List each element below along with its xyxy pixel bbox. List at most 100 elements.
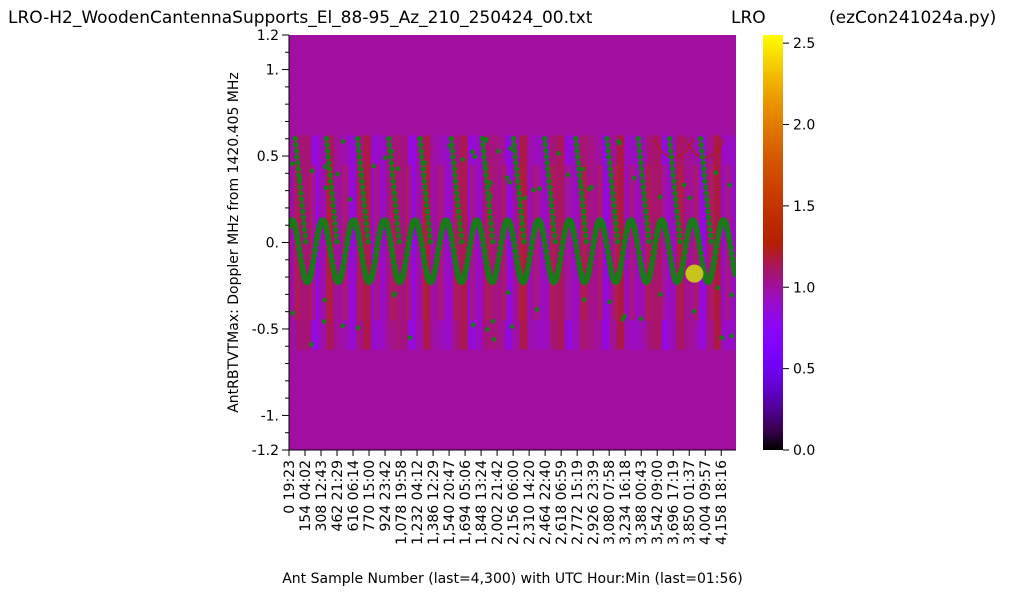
colorbar [763, 35, 783, 450]
trace-point [704, 202, 711, 209]
x-tick-label: 616 06:14 [346, 460, 362, 532]
trace-point [513, 160, 519, 166]
trace-point [357, 166, 364, 172]
trace-point [297, 257, 305, 264]
trace-point [447, 230, 455, 238]
trace-point [389, 166, 395, 172]
trace-point [560, 233, 568, 240]
x-tick-label: 2,310 14:20 [522, 460, 538, 545]
trace-point [647, 265, 655, 273]
x-axis-label: Ant Sample Number (last=4,300) with UTC … [282, 571, 743, 587]
trace-point [524, 266, 531, 274]
trace-point [642, 208, 649, 215]
trace-point [604, 248, 612, 256]
trace-point [588, 250, 596, 257]
heatmap-stripe [668, 135, 677, 350]
heatmap-stripe [482, 135, 491, 350]
trace-point [520, 226, 526, 233]
trace-point [702, 178, 708, 184]
heatmap-emission [517, 164, 524, 321]
trace-point [370, 267, 377, 275]
trace-outlier [729, 333, 734, 339]
trace-point [387, 154, 394, 160]
trace-point [370, 263, 378, 270]
trace-point [621, 238, 629, 245]
x-tick-label: 462 21:29 [330, 460, 346, 532]
trace-point [675, 220, 682, 227]
trace-point [606, 260, 614, 267]
heatmap-stripe [616, 135, 625, 350]
trace-point [426, 226, 433, 233]
trace-point [400, 267, 408, 275]
trace-outlier [589, 184, 594, 190]
heatmap-stripe [698, 135, 707, 350]
trace-point [294, 160, 301, 166]
trace-point [579, 202, 586, 209]
trace-point [420, 252, 427, 260]
trace-point [437, 234, 444, 241]
trace-point [433, 257, 441, 264]
trace-point [292, 135, 299, 142]
trace-point [357, 246, 365, 253]
trace-point [573, 135, 579, 142]
trace-point [326, 240, 333, 247]
chart-title-station: LRO [731, 8, 766, 28]
trace-point [489, 232, 496, 239]
heatmap-stripe [348, 135, 357, 350]
trace-point [605, 254, 613, 262]
trace-point [611, 208, 618, 215]
trace-point [514, 172, 521, 178]
trace-outlier [340, 323, 346, 329]
trace-point [392, 196, 398, 203]
trace-point [700, 166, 707, 172]
y-tick-label: 1. [266, 63, 279, 79]
y-tick-label: 1.2 [257, 28, 279, 44]
trace-point [390, 258, 397, 265]
heatmap-emission [533, 164, 540, 321]
trace-point [510, 236, 517, 243]
trace-point [641, 190, 647, 197]
trace-outlier [715, 285, 721, 291]
trace-point [424, 202, 430, 209]
trace-outlier [632, 175, 637, 181]
trace-point [386, 142, 393, 148]
trace-point [542, 242, 549, 249]
trace-outlier [719, 335, 725, 341]
trace-point [453, 190, 460, 197]
trace-outlier [472, 154, 478, 160]
trace-point [515, 184, 522, 190]
trace-point [669, 160, 675, 166]
heatmap-emission [309, 164, 316, 321]
trace-point [667, 148, 674, 154]
trace-point [513, 166, 520, 172]
trace-point [326, 246, 334, 253]
trace-outlier [713, 170, 719, 176]
x-tick-label: 924 23:42 [378, 460, 394, 532]
trace-point [450, 154, 456, 160]
trace-outlier [308, 342, 314, 347]
trace-point [479, 236, 486, 243]
heatmap-emission [485, 164, 492, 321]
trace-point [420, 166, 426, 172]
trace-outlier [422, 160, 428, 166]
trace-point [326, 166, 333, 172]
trace-point [494, 262, 501, 269]
trace-outlier [321, 319, 327, 324]
trace-point [300, 214, 307, 221]
trace-point [699, 154, 706, 160]
trace-point [699, 261, 706, 268]
trace-point [700, 160, 706, 166]
trace-point [574, 254, 582, 261]
trace-point [573, 142, 580, 148]
trace-point [393, 208, 400, 215]
trace-point [401, 262, 409, 270]
trace-outlier [483, 138, 489, 143]
trace-point [513, 253, 520, 261]
trace-point [589, 244, 597, 251]
trace-point [518, 208, 524, 215]
trace-point [577, 178, 584, 184]
trace-point [453, 184, 459, 190]
trace-point [311, 246, 319, 254]
trace-point [604, 135, 610, 142]
trace-point [698, 255, 705, 262]
